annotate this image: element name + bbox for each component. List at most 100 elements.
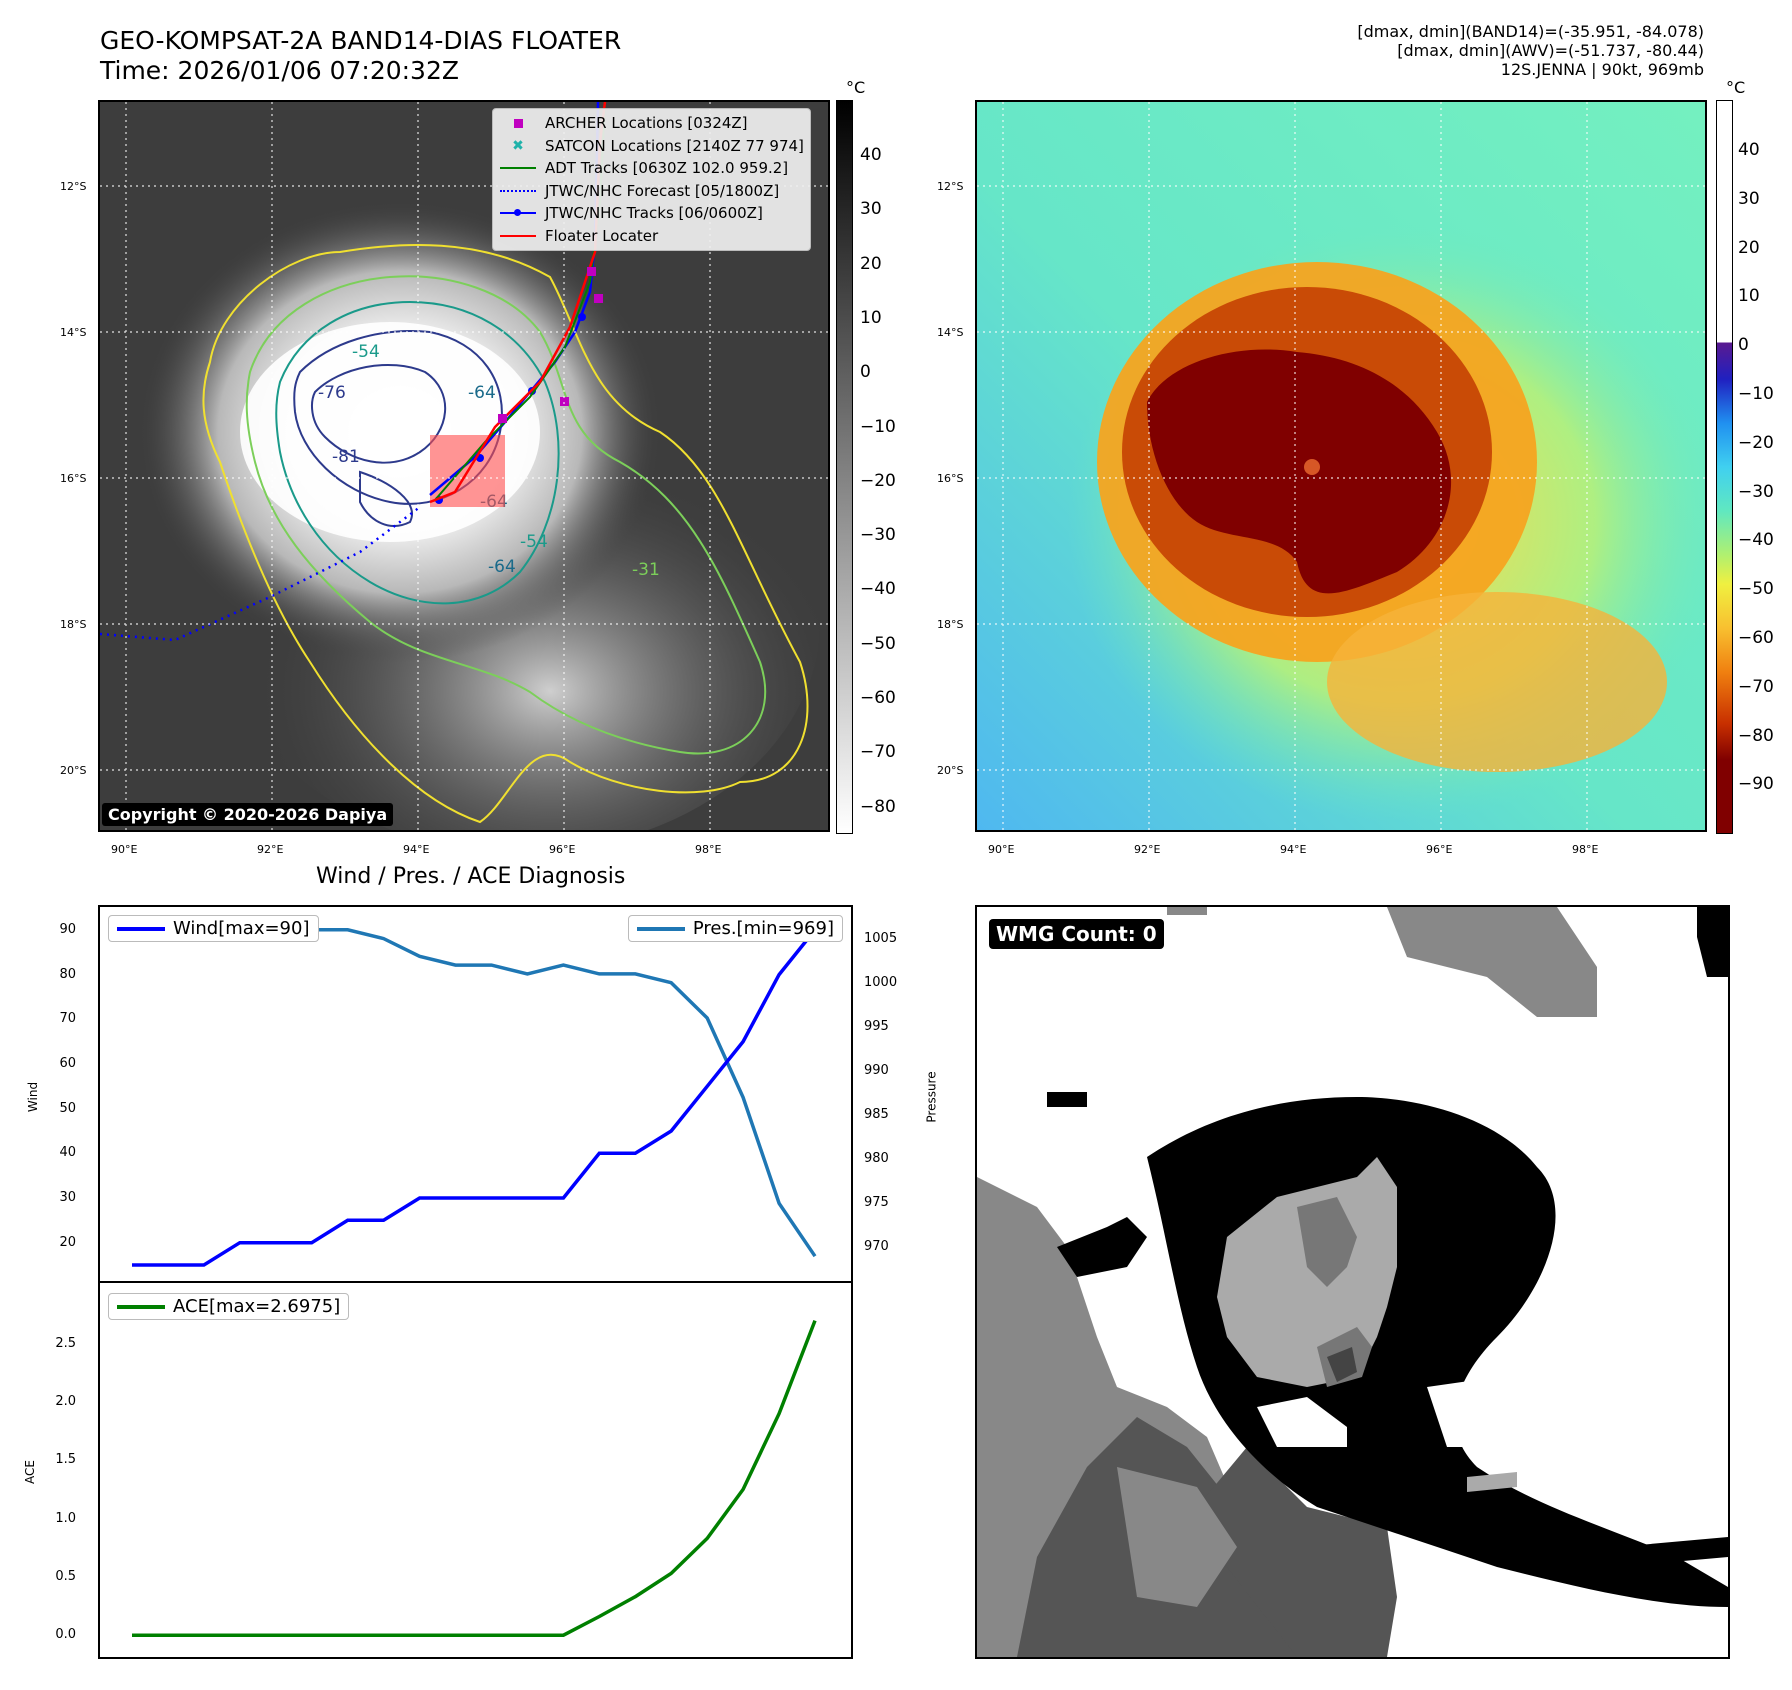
lon-label: 98°E	[695, 843, 722, 856]
lat-label: 14°S	[937, 326, 964, 339]
lon-label: 94°E	[403, 843, 430, 856]
colorbar-tick: 30	[1738, 188, 1760, 209]
colorbar-tick: 10	[1738, 286, 1760, 307]
y-tick-label: 970	[864, 1239, 889, 1255]
colorbar-tick: −10	[1738, 384, 1774, 404]
lon-label: 98°E	[1572, 843, 1599, 856]
colorbar-tick: −40	[860, 579, 896, 600]
ir-legend: ARCHER Locations [0324Z] ✖ SATCON Locati…	[492, 108, 811, 251]
ace-svg	[132, 1319, 817, 1637]
contour-label: -81	[332, 447, 360, 467]
colorbar-tick: −70	[1738, 676, 1774, 697]
lon-label: 96°E	[1426, 843, 1453, 856]
series-line-pres	[132, 919, 817, 1258]
pressure-legend-label: Pres.[min=969]	[692, 918, 834, 939]
lat-label: 18°S	[937, 618, 964, 631]
colorbar-tick: −20	[1738, 432, 1774, 453]
contour-label: -64	[488, 557, 516, 577]
colorbar-tick: −20	[860, 470, 896, 491]
info-line-3: 12S.JENNA | 90kt, 969mb	[1500, 60, 1704, 79]
y-tick-label: 1.0	[55, 1510, 76, 1526]
legend-label: JTWC/NHC Forecast [05/1800Z]	[545, 181, 780, 200]
legend-forecast: JTWC/NHC Forecast [05/1800Z]	[499, 180, 804, 203]
y-tick-label: 40	[59, 1145, 76, 1161]
y-tick-label: 80	[59, 966, 76, 982]
colorbar-tick: 20	[1738, 237, 1760, 258]
color-enhanced-image	[977, 102, 1705, 830]
lon-label: 94°E	[1280, 843, 1307, 856]
lat-label: 20°S	[937, 764, 964, 777]
lon-label: 96°E	[549, 843, 576, 856]
dotted-line-icon	[499, 183, 537, 199]
colorbar-tick: 0	[1738, 335, 1749, 356]
lon-label: 92°E	[257, 843, 284, 856]
blue-line-icon	[117, 926, 165, 931]
lat-label: 12°S	[60, 180, 87, 193]
contour-label: -54	[520, 532, 548, 552]
lon-label: 90°E	[988, 843, 1015, 856]
y-tick-label: 980	[864, 1151, 889, 1167]
contour-teal	[275, 300, 560, 605]
wmg-count-badge: WMG Count: 0	[989, 919, 1164, 949]
line-dot-icon	[499, 205, 537, 221]
colorbar-tick: −80	[1738, 725, 1774, 746]
y-tick-label: 1000	[864, 974, 898, 990]
pressure-axis-label: Pressure	[924, 1071, 939, 1123]
contour-label: -64	[468, 383, 496, 403]
lat-label: 20°S	[60, 764, 87, 777]
colorbar-tick: −80	[860, 796, 896, 817]
y-tick-label: 995	[864, 1018, 889, 1034]
legend-label: JTWC/NHC Tracks [06/0600Z]	[545, 204, 763, 222]
legend-adt: ADT Tracks [0630Z 102.0 959.2]	[499, 157, 804, 180]
diagnosis-title: Wind / Pres. / ACE Diagnosis	[316, 864, 626, 889]
series-line-ace	[132, 1319, 817, 1637]
contour-yellow	[202, 243, 809, 824]
colorbar-tick: 0	[860, 362, 871, 383]
wind-pressure-plot: Wind[max=90] Pres.[min=969]	[98, 905, 853, 1283]
lat-label: 18°S	[60, 618, 87, 631]
y-tick-label: 975	[864, 1195, 889, 1211]
lat-label: 14°S	[60, 326, 87, 339]
contour-label: -31	[632, 560, 660, 580]
y-tick-label: 60	[59, 1055, 76, 1071]
wmg-panel: WMG Count: 0	[975, 905, 1730, 1659]
copyright-badge: Copyright © 2020-2026 Dapiya	[102, 803, 394, 826]
colorbar-tick: 10	[860, 307, 882, 328]
lon-label: 92°E	[1134, 843, 1161, 856]
title-line-2: Time: 2026/01/06 07:20:32Z	[100, 56, 459, 85]
series-line-wind	[132, 928, 817, 1267]
colorbar-tick: −10	[860, 416, 896, 437]
legend-satcon: ✖ SATCON Locations [2140Z 77 974]	[499, 135, 804, 158]
legend-label: Floater Locater	[545, 226, 659, 245]
info-line-2: [dmax, dmin](AWV)=(-51.737, -80.44)	[1397, 41, 1704, 60]
lon-label: 90°E	[111, 843, 138, 856]
wind-legend-label: Wind[max=90]	[173, 918, 310, 939]
colorbar-tick: −30	[860, 525, 896, 546]
wmg-image	[977, 907, 1728, 1657]
colorbar-tick: −60	[1738, 628, 1774, 648]
y-tick-label: 2.5	[55, 1335, 76, 1351]
square-marker-icon	[499, 115, 537, 131]
ir-colorbar	[836, 100, 853, 834]
title-line-1: GEO-KOMPSAT-2A BAND14-DIAS FLOATER	[100, 26, 622, 55]
storm-info: [dmax, dmin](BAND14)=(-35.951, -84.078) …	[1357, 22, 1704, 79]
archer-marker	[498, 414, 507, 423]
archer-marker	[594, 294, 603, 303]
y-tick-label: 30	[59, 1189, 76, 1205]
lat-label: 16°S	[937, 472, 964, 485]
ace-plot: ACE[max=2.6975]	[98, 1281, 853, 1659]
legend-floater: Floater Locater	[499, 225, 804, 248]
y-tick-label: 985	[864, 1107, 889, 1123]
wind-axis-label: Wind	[26, 1081, 41, 1113]
wind-pressure-svg	[132, 919, 817, 1267]
contour-blue-3	[359, 470, 413, 527]
y-tick-label: 70	[59, 1011, 76, 1027]
x-marker-icon: ✖	[512, 137, 524, 154]
cold-core	[1147, 349, 1452, 594]
lat-label: 16°S	[60, 472, 87, 485]
y-tick-label: 1.5	[55, 1452, 76, 1468]
y-tick-label: 990	[864, 1062, 889, 1078]
y-tick-label: 0.5	[55, 1568, 76, 1584]
y-tick-label: 0.0	[55, 1627, 76, 1643]
colorbar-tick: −30	[1738, 481, 1774, 502]
